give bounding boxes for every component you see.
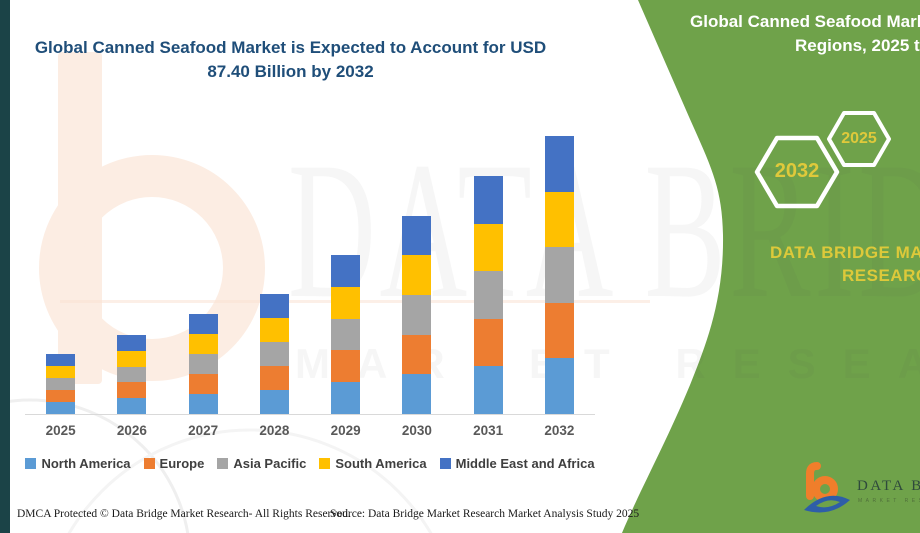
- legend-item-south-america: South America: [319, 456, 427, 471]
- left-edge-strip: [0, 0, 10, 533]
- bar-segment-2027-asia-pacific: [188, 354, 218, 374]
- bar-2025: [46, 354, 76, 414]
- bar-2030: [402, 215, 432, 414]
- x-axis-label-2032: 2032: [544, 423, 575, 438]
- legend-item-europe: Europe: [143, 456, 205, 471]
- legend-label: Middle East and Africa: [455, 456, 595, 471]
- data-bridge-b-icon: [804, 462, 850, 513]
- bar-2028: [259, 294, 289, 414]
- watermark-arc-1: [0, 398, 190, 533]
- bar-segment-2026-north-america: [117, 398, 147, 414]
- dmca-notice: DMCA Protected © Data Bridge Market Rese…: [17, 508, 351, 520]
- bar-2032: [544, 136, 574, 414]
- hexagon-2032: [754, 135, 840, 209]
- bar-segment-2028-middle-east-and-africa: [259, 294, 289, 318]
- bar-segment-2026-south-america: [117, 350, 147, 367]
- plot-area: [25, 130, 595, 415]
- logo-wordmark: DATA BR: [857, 478, 920, 494]
- data-bridge-logo: DATA BR MARKET RESEARCH: [800, 460, 920, 522]
- legend-marker: [217, 458, 229, 469]
- bar-segment-2029-middle-east-and-africa: [331, 255, 361, 287]
- bar-2027: [188, 314, 218, 414]
- bar-segment-2030-middle-east-and-africa: [402, 215, 432, 256]
- green-swoosh-path: [622, 0, 920, 533]
- legend-marker: [25, 458, 37, 469]
- bar-segment-2026-europe: [117, 382, 147, 399]
- bar-segment-2025-asia-pacific: [46, 378, 76, 390]
- legend-marker: [319, 458, 331, 469]
- bar-segment-2028-asia-pacific: [259, 342, 289, 366]
- bar-segment-2032-asia-pacific: [544, 247, 574, 303]
- legend-label: Europe: [159, 456, 205, 471]
- bar-segment-2025-north-america: [46, 402, 76, 414]
- x-axis-label-2030: 2030: [401, 423, 432, 438]
- hexagon-2025: [827, 111, 891, 167]
- bar-segment-2032-middle-east-and-africa: [544, 136, 574, 192]
- bar-segment-2031-south-america: [473, 223, 503, 272]
- bar-segment-2025-middle-east-and-africa: [46, 354, 76, 366]
- watermark-arc-2: [67, 428, 433, 533]
- chart-title-line2: 87.40 Billion by 2032: [207, 62, 374, 81]
- bar-segment-2030-south-america: [402, 255, 432, 295]
- legend: North America Europe Asia Pacific South Ame…: [14, 456, 606, 471]
- hexagon-2032-label: 2032: [774, 160, 820, 182]
- bar-segment-2029-north-america: [331, 382, 361, 414]
- bar-segment-2025-europe: [46, 390, 76, 402]
- legend-marker: [143, 458, 155, 469]
- legend-label: South America: [335, 456, 427, 471]
- bar-segment-2029-europe: [331, 350, 361, 383]
- bar-segment-2029-asia-pacific: [331, 318, 361, 351]
- bar-segment-2028-south-america: [259, 318, 289, 342]
- sidebar-title-line1: Global Canned Seafood Mark: [690, 12, 920, 31]
- bar-segment-2028-north-america: [259, 390, 289, 414]
- bar-segment-2025-south-america: [46, 366, 76, 378]
- bar-segment-2032-south-america: [544, 191, 574, 248]
- sidebar-brand-line2: RESEARCH: [842, 266, 920, 285]
- bar-segment-2026-asia-pacific: [117, 366, 147, 383]
- hexagon-2025-label: 2025: [841, 130, 877, 147]
- legend-marker: [439, 458, 451, 469]
- bar-segment-2032-north-america: [544, 358, 574, 414]
- hexagon-graphics: [754, 111, 891, 209]
- bar-segment-2031-middle-east-and-africa: [473, 176, 503, 224]
- x-axis-label-2028: 2028: [259, 423, 290, 438]
- bar-2026: [117, 335, 147, 414]
- legend-label: North America: [41, 456, 131, 471]
- watermark-b-bowl: [39, 155, 265, 381]
- bar-segment-2027-north-america: [188, 394, 218, 414]
- bar-segment-2030-north-america: [402, 374, 432, 414]
- x-axis-label-2031: 2031: [473, 423, 504, 438]
- bar-segment-2031-north-america: [473, 366, 503, 414]
- bar-segment-2026-middle-east-and-africa: [117, 335, 147, 351]
- bar-2031: [473, 176, 503, 414]
- x-axis-label-2026: 2026: [116, 423, 147, 438]
- bar-segment-2032-europe: [544, 302, 574, 359]
- bar-segment-2029-south-america: [331, 286, 361, 319]
- bar-segment-2030-asia-pacific: [402, 294, 432, 335]
- bar-segment-2027-south-america: [188, 334, 218, 354]
- x-axis-label-2025: 2025: [45, 423, 76, 438]
- chart-title-line1: Global Canned Seafood Market is Expected…: [34, 38, 547, 57]
- logo-subtext: MARKET RESEARCH: [858, 498, 920, 504]
- bar-segment-2027-middle-east-and-africa: [188, 314, 218, 334]
- source-citation: Source: Data Bridge Market Research Mark…: [330, 508, 640, 520]
- legend-label: Asia Pacific: [233, 456, 307, 471]
- legend-item-north-america: North America: [25, 456, 131, 471]
- x-axis-label-2029: 2029: [330, 423, 361, 438]
- bar-segment-2028-europe: [259, 366, 289, 390]
- bar-segment-2030-europe: [402, 334, 432, 375]
- chart-title: Global Canned Seafood Market is Expected…: [28, 36, 553, 84]
- x-axis-labels: 2025 2026 2027 2028 2029 2030 2031 2032: [25, 423, 595, 438]
- sidebar-brand-line1: DATA BRIDGE MARK: [770, 243, 920, 262]
- legend-item-asia-pacific: Asia Pacific: [217, 456, 306, 471]
- legend-item-middle-east-and-africa: Middle East and Africa: [439, 456, 595, 471]
- x-axis-label-2027: 2027: [188, 423, 219, 438]
- bar-segment-2031-europe: [473, 318, 503, 367]
- bar-segment-2027-europe: [188, 374, 218, 394]
- bar-2029: [331, 255, 361, 414]
- bar-segment-2031-asia-pacific: [473, 271, 503, 319]
- sidebar-title-line2: Regions, 2025 to: [795, 36, 920, 55]
